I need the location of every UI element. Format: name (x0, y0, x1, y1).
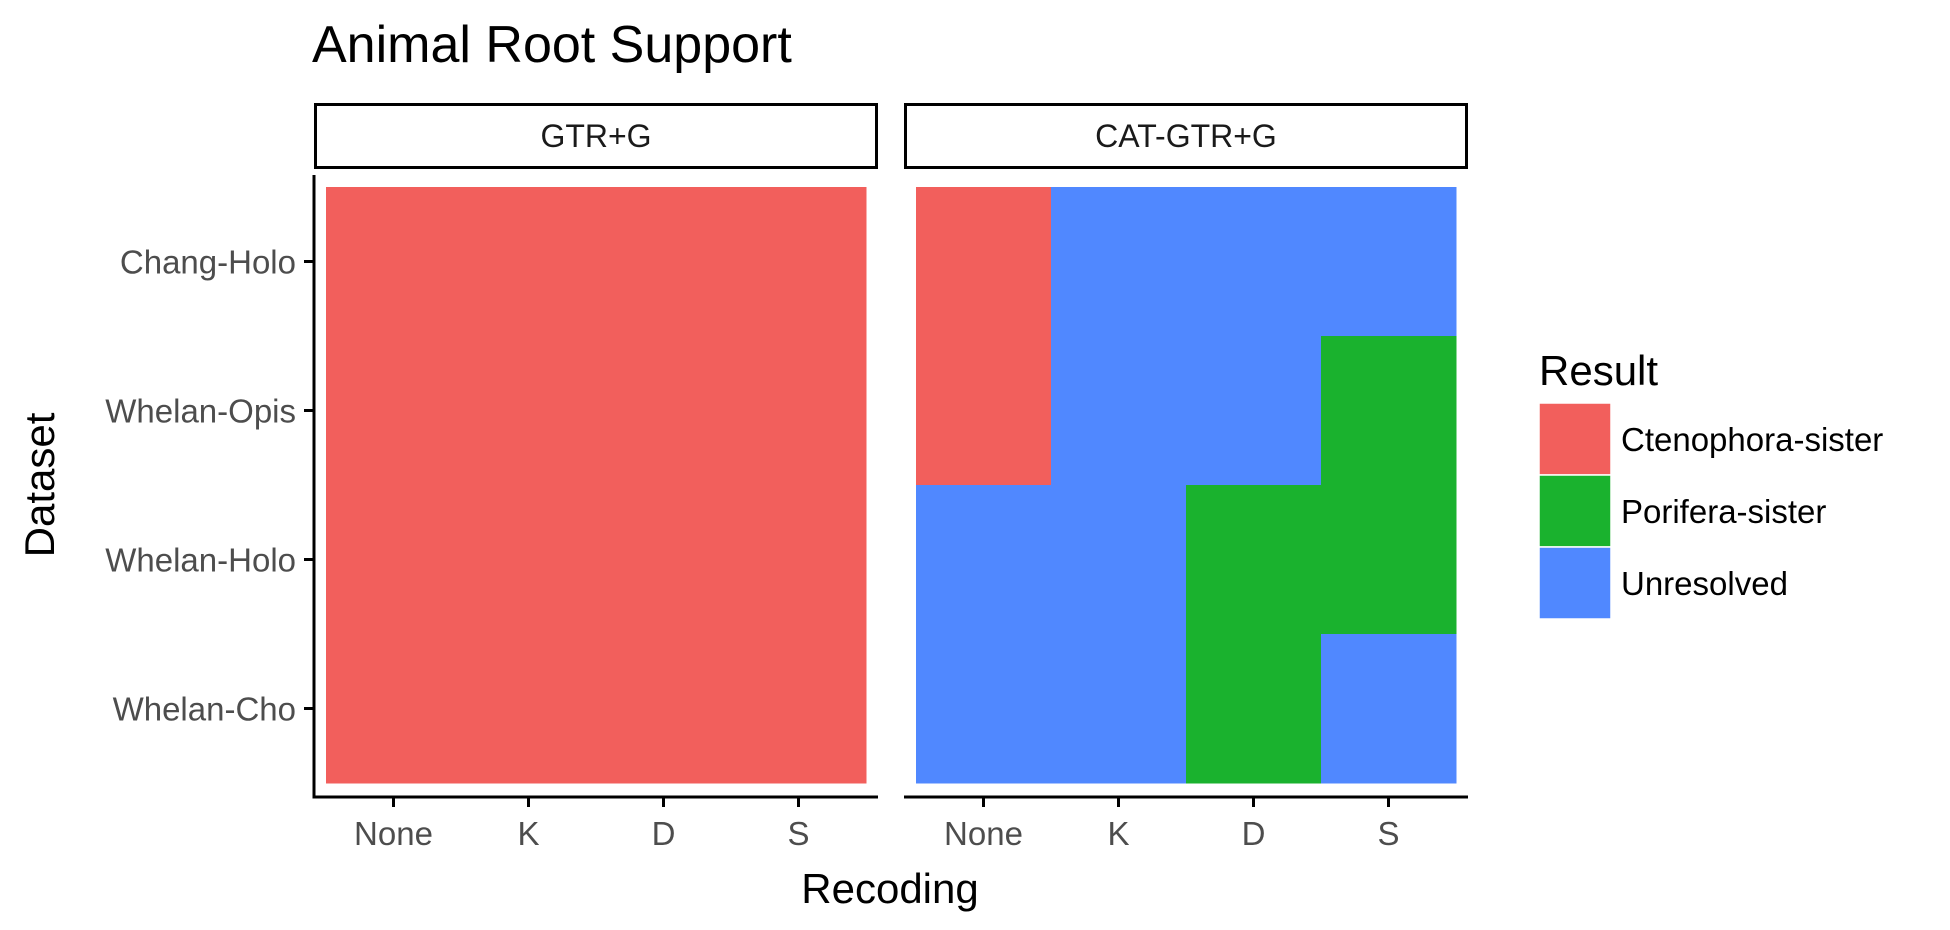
legend: Result Ctenophora-sister Porifera-sister U… (1538, 347, 1883, 620)
heatmap-cell (326, 336, 462, 486)
x-tick-label: D (652, 815, 676, 852)
heatmap-cell (1051, 336, 1187, 486)
x-tick-label: D (1242, 815, 1266, 852)
heatmap-cell (596, 634, 732, 784)
heatmap-cell (1321, 187, 1457, 337)
heatmap-cell (1186, 634, 1322, 784)
legend-label: Unresolved (1621, 565, 1788, 602)
x-tick-label: S (1377, 815, 1399, 852)
heatmap-cell (461, 485, 597, 635)
legend-key-porifera-sister (1538, 474, 1612, 548)
heatmap-cell (916, 336, 1052, 486)
panel-gtr-g: GTR+G None K D S (314, 103, 878, 852)
heatmap-cell (1051, 187, 1187, 337)
heatmap-cell (596, 485, 732, 635)
x-tick-label: S (787, 815, 809, 852)
x-tick-label: None (944, 815, 1023, 852)
facet-strip (314, 103, 878, 169)
heatmap-cell (1051, 485, 1187, 635)
heatmap-cell (326, 485, 462, 635)
facet-strip-label: CAT-GTR+G (1095, 118, 1277, 154)
heatmap-cell (1186, 187, 1322, 337)
heatmap-cell (461, 634, 597, 784)
legend-label: Ctenophora-sister (1621, 421, 1883, 458)
heatmap-cell (916, 187, 1052, 337)
heatmap-cell (1321, 634, 1457, 784)
x-axis-title: Recoding (801, 865, 978, 912)
y-axis-title: Dataset (16, 412, 63, 557)
heatmap-cell (461, 336, 597, 486)
heatmap-cell (731, 485, 867, 635)
heatmap-cell (596, 187, 732, 337)
heatmap-cell (1321, 485, 1457, 635)
heatmap-cell (326, 187, 462, 337)
chart-title: Animal Root Support (312, 16, 792, 74)
y-tick-label: Whelan-Cho (113, 691, 296, 728)
facet-strip-label: GTR+G (540, 118, 651, 154)
x-tick-label: K (517, 815, 539, 852)
y-axis: Chang-Holo Whelan-Opis Whelan-Holo Whelan-C… (105, 175, 316, 799)
x-tick-label: None (354, 815, 433, 852)
heatmap-cell (916, 634, 1052, 784)
heatmap-cell (326, 634, 462, 784)
heatmap-cell (1186, 336, 1322, 486)
legend-label: Porifera-sister (1621, 493, 1826, 530)
legend-title: Result (1539, 347, 1658, 394)
y-tick-label: Whelan-Holo (105, 542, 296, 579)
heatmap-cell (596, 336, 732, 486)
y-tick-label: Whelan-Opis (105, 393, 296, 430)
heatmap-cell (461, 187, 597, 337)
heatmap-cell (1321, 336, 1457, 486)
facet-panels: GTR+G None K D S CAT-GTR+G None K D S (314, 103, 1468, 852)
heatmap-cell (1051, 634, 1187, 784)
legend-key-ctenophora-sister (1538, 402, 1612, 476)
heatmap-cell (731, 187, 867, 337)
legend-key-unresolved (1538, 546, 1612, 620)
heatmap-cell (731, 336, 867, 486)
heatmap-cell (731, 634, 867, 784)
heatmap-cell (1186, 485, 1322, 635)
facet-strip (904, 103, 1468, 169)
panel-cat-gtr-g: CAT-GTR+G None K D S (904, 103, 1468, 852)
x-tick-label: K (1107, 815, 1129, 852)
y-tick-label: Chang-Holo (120, 244, 296, 281)
heatmap-cell (916, 485, 1052, 635)
